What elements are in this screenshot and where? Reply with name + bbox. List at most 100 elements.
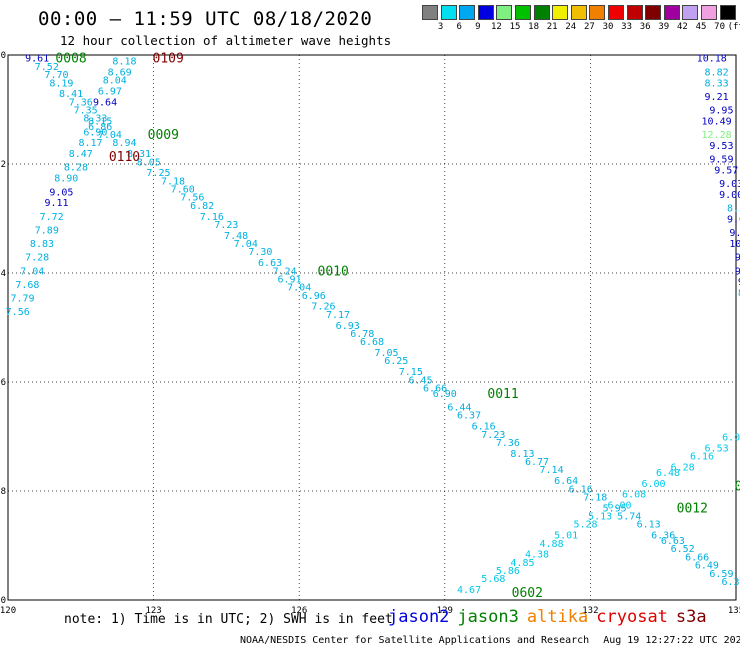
wave-height-value: 7.25 xyxy=(146,168,170,179)
x-tick-label: 126 xyxy=(291,606,307,616)
wave-height-value: 8.15 xyxy=(88,116,112,127)
satellite-jason2: jason2 xyxy=(388,607,450,627)
wave-height-value: 7.23 xyxy=(214,220,238,231)
wave-height-value: 6.90 xyxy=(83,127,107,138)
wave-height-value: 6.44 xyxy=(447,403,471,414)
scale-label: 36 xyxy=(639,22,651,32)
wave-height-value: 7.23 xyxy=(481,430,505,441)
pass-time-label: 0009 xyxy=(148,128,179,143)
pass-time-label: 0109 xyxy=(153,52,184,67)
pass-time-label: 0012 xyxy=(677,501,708,516)
wave-height-value: 7.52 xyxy=(35,62,59,73)
scale-label: 27 xyxy=(583,22,595,32)
wave-height-value: 6.45 xyxy=(408,375,432,386)
wave-height-value: 6.93 xyxy=(336,321,360,332)
pass-time-label: 0602 xyxy=(512,586,543,601)
scale-swatch xyxy=(645,5,662,20)
wave-height-value: 6.16 xyxy=(690,452,714,463)
y-tick-label: -54 xyxy=(0,269,6,279)
wave-height-value: 9.53 xyxy=(709,141,733,152)
wave-height-value: 8 xyxy=(738,288,740,299)
scale-label: 42 xyxy=(676,22,688,32)
wave-height-value: 6.63 xyxy=(661,536,685,547)
wave-height-value: 6.32 xyxy=(722,577,740,588)
wave-height-value: 8.05 xyxy=(137,157,161,168)
wave-height-value: 7.04 xyxy=(234,239,258,250)
wave-height-value: 9.05 xyxy=(49,187,73,198)
x-tick-label: 120 xyxy=(0,606,16,616)
satellite-jason3: jason3 xyxy=(457,607,519,627)
wave-height-value: 8.28 xyxy=(64,163,88,174)
wave-height-value: 8.33 xyxy=(83,114,107,125)
credit-org: NOAA/NESDIS Center for Satellite Applica… xyxy=(240,635,590,646)
wave-height-value: 7.04 xyxy=(98,130,122,141)
wave-height-value: 7.70 xyxy=(44,70,68,81)
scale-label: 45 xyxy=(695,22,707,32)
x-tick-label: 135 xyxy=(728,606,740,616)
scale-swatch xyxy=(719,5,736,20)
wave-height-value: 7.56 xyxy=(6,307,30,318)
wave-height-value: 5.13 xyxy=(588,512,612,523)
scale-label: 21 xyxy=(546,22,558,32)
scale-unit: (ft) xyxy=(727,22,740,32)
wave-height-value: 5.28 xyxy=(573,520,597,531)
scale-swatch xyxy=(608,5,624,20)
wave-height-value: 7.89 xyxy=(35,225,59,236)
wave-height-value: 6.86 xyxy=(88,122,112,133)
wave-height-value: 6.59 xyxy=(709,569,733,580)
wave-height-value: 9. xyxy=(735,266,740,277)
wave-height-value: 8.18 xyxy=(112,56,136,67)
wave-height-value: 8.90 xyxy=(54,174,78,185)
wave-height-value: 6.00 xyxy=(607,501,631,512)
scale-swatch xyxy=(570,5,587,20)
wave-height-value: 6.82 xyxy=(190,201,214,212)
wave-height-value: 7.15 xyxy=(399,367,423,378)
wave-height-value: 6.48 xyxy=(656,468,680,479)
wave-height-value: 6.78 xyxy=(350,329,374,340)
wave-height-value: 6.53 xyxy=(705,443,729,454)
wave-height-value: 5.01 xyxy=(554,531,578,542)
scale-swatch xyxy=(663,5,680,20)
pass-time-label: 0008 xyxy=(55,52,86,67)
x-tick-label: 132 xyxy=(582,606,598,616)
wave-height-value: 6.08 xyxy=(622,490,646,501)
wave-height-value: 6.13 xyxy=(637,520,661,531)
wave-height-value: 5.86 xyxy=(496,566,520,577)
wave-height-value: 9 xyxy=(738,277,740,288)
wave-height-value: 5.68 xyxy=(481,574,505,585)
wave-height-value: 8.82 xyxy=(705,67,729,78)
wave-height-value: 9.03 xyxy=(719,179,740,190)
subtitle: 12 hour collection of altimeter wave hei… xyxy=(60,33,392,48)
wave-height-value: 6.16 xyxy=(472,422,496,433)
scale-label: 12 xyxy=(490,22,502,32)
scale-label: 3 xyxy=(437,22,444,32)
wave-height-value: 10.18 xyxy=(697,54,727,65)
wave-height-value: 10. xyxy=(729,239,740,250)
wave-height-value: 7.56 xyxy=(180,193,204,204)
wave-height-value: 6.68 xyxy=(360,337,384,348)
wave-height-value: 7.14 xyxy=(540,465,564,476)
wave-height-value: 9.21 xyxy=(705,92,729,103)
scale-label: 39 xyxy=(658,22,670,32)
wave-height-value: 6.90 xyxy=(433,389,457,400)
scale-swatch xyxy=(459,5,476,20)
wave-height-value: 8.04 xyxy=(103,76,127,87)
wave-height-value: 7.72 xyxy=(40,212,64,223)
wave-height-value: 7.36 xyxy=(496,438,520,449)
satellite-legend: jason2 jason3 altika cryosat s3a xyxy=(388,607,715,627)
wave-height-value: 5.95 xyxy=(603,503,627,514)
pass-time-label: 0011 xyxy=(487,387,518,402)
wave-height-value: 6.25 xyxy=(384,356,408,367)
wave-height-value: 6.52 xyxy=(671,544,695,555)
wave-height-value: 7.60 xyxy=(171,185,195,196)
scale-swatch xyxy=(515,5,531,20)
wave-height-value: 6.63 xyxy=(258,258,282,269)
scale-swatch xyxy=(701,5,717,20)
scale-swatch xyxy=(552,5,569,20)
scale-swatch xyxy=(533,5,550,20)
wave-height-value: 9.0 xyxy=(729,228,740,239)
wave-height-value: 6.66 xyxy=(423,383,447,394)
x-tick-label: 129 xyxy=(437,606,453,616)
